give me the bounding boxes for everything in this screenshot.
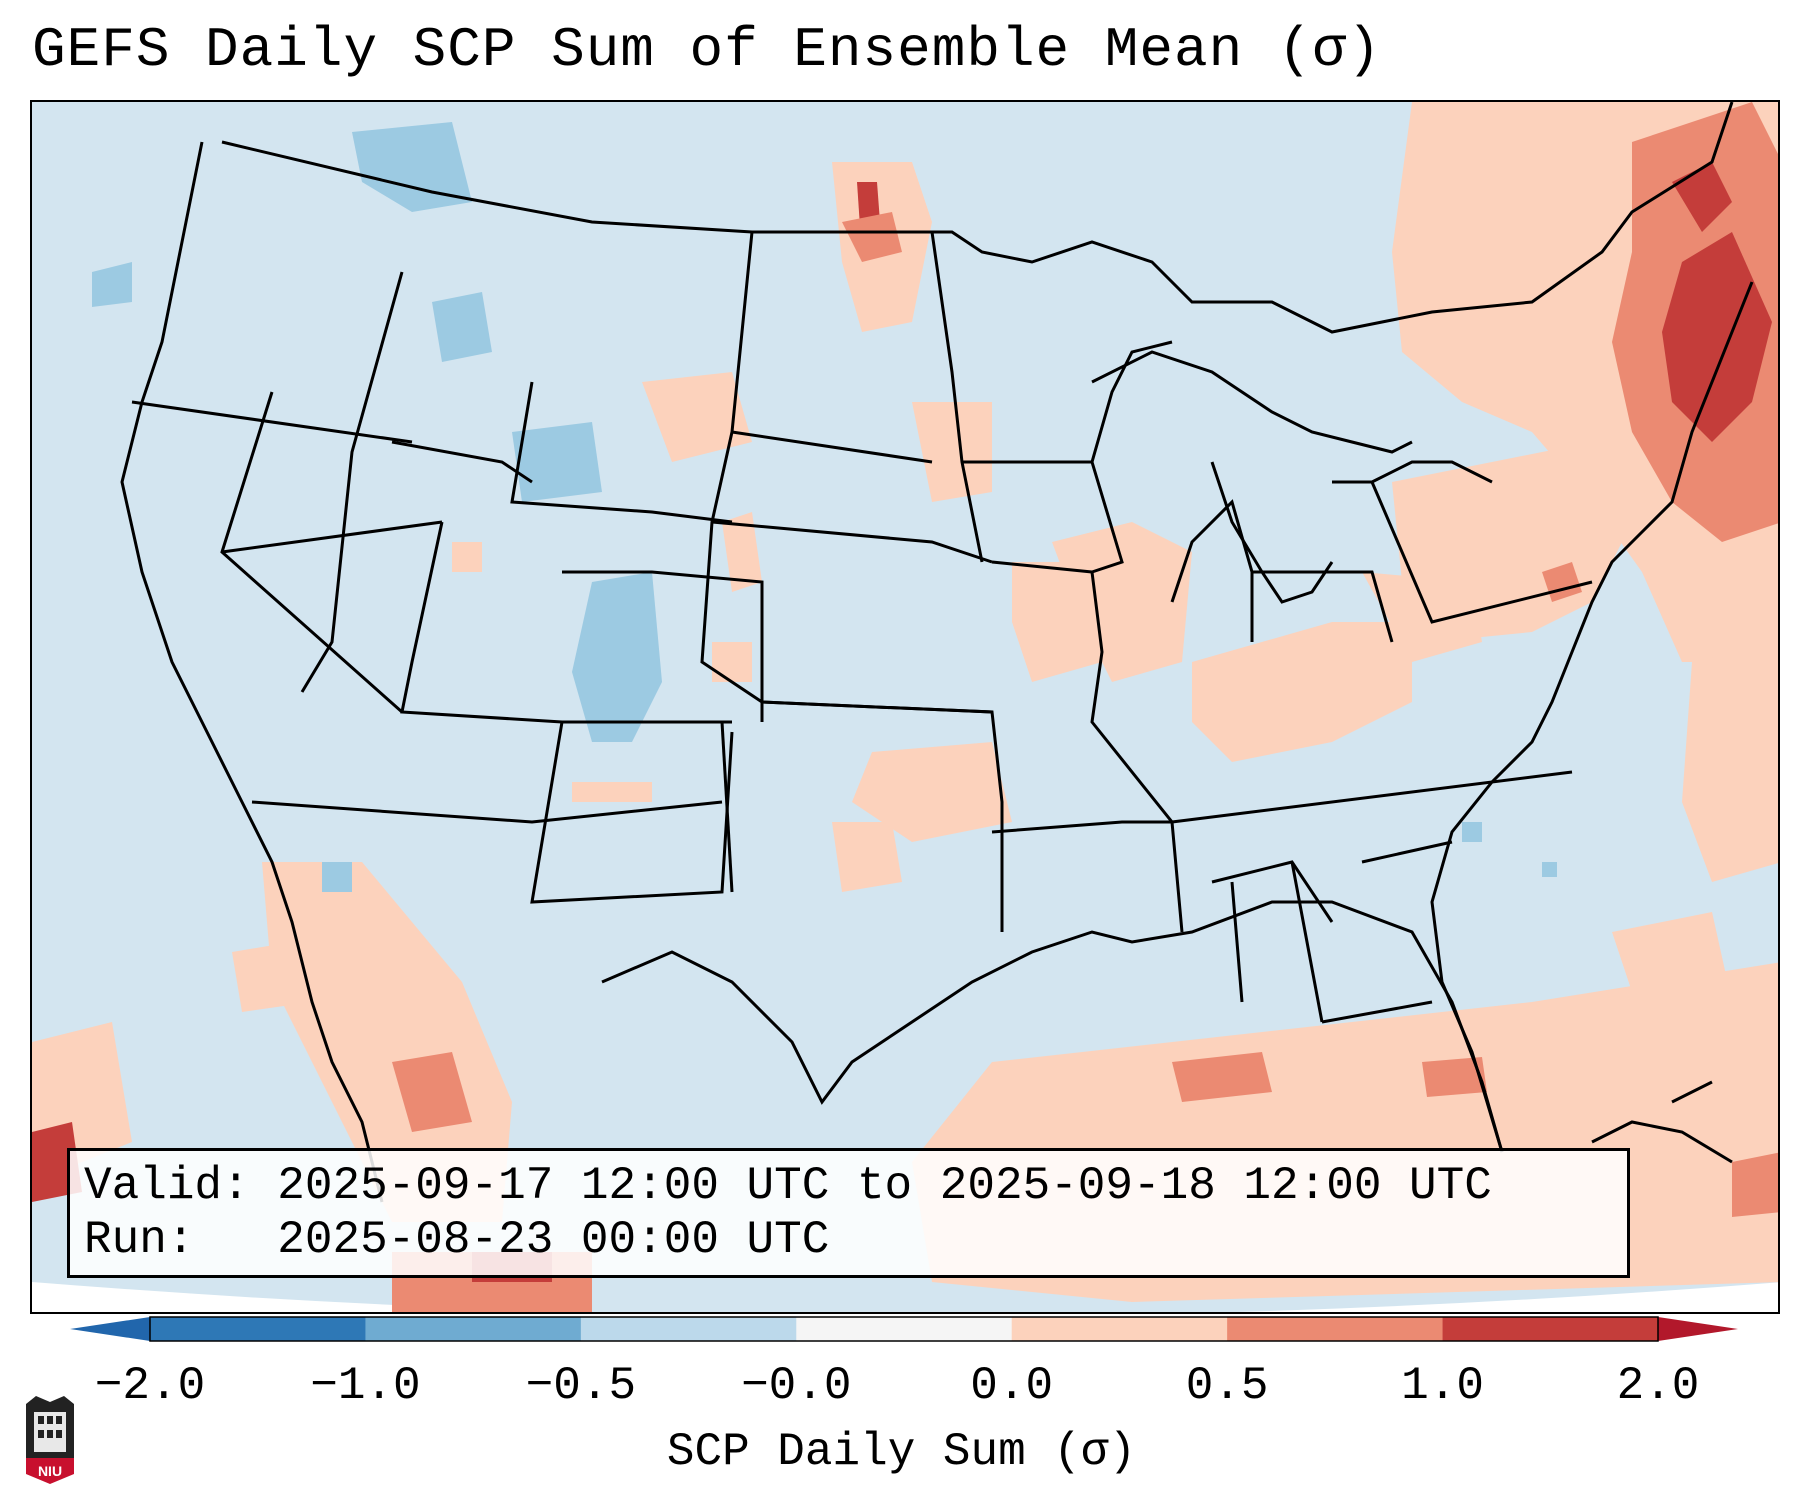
projection-edge <box>32 1282 1778 1312</box>
colorbar-segment <box>150 1317 366 1341</box>
colorbar-segment <box>1442 1317 1659 1341</box>
boundaries <box>120 102 1754 1203</box>
info-box: Valid: 2025-09-17 12:00 UTC to 2025-09-1… <box>67 1148 1630 1278</box>
colorbar-outline <box>149 1316 1659 1342</box>
colorbar-segment <box>1011 1317 1228 1341</box>
logo-shield <box>26 1458 74 1484</box>
map-canvas <box>32 102 1778 1312</box>
run-value: 2025-08-23 00:00 UTC <box>277 1214 830 1266</box>
colorbar-segments <box>150 1317 1659 1341</box>
colorbar-tick-label: −2.0 <box>94 1360 206 1412</box>
run-label: Run: <box>84 1214 195 1266</box>
colorbar-tick-label: −1.0 <box>310 1360 421 1412</box>
colorbar-label: SCP Daily Sum (σ) <box>666 1426 1137 1478</box>
colorbar-segment <box>1227 1317 1444 1341</box>
niu-logo: NIU <box>26 1396 74 1484</box>
logo-text: NIU <box>38 1463 62 1479</box>
colorbar-tick-label: 0.0 <box>970 1360 1054 1412</box>
colorbar-segment <box>580 1317 797 1341</box>
colorbar-segment <box>796 1317 1013 1341</box>
valid-value: 2025-09-17 12:00 UTC to 2025-09-18 12:00… <box>277 1160 1492 1212</box>
colorbar-extend-low <box>70 1317 150 1341</box>
map-panel <box>30 100 1780 1314</box>
colorbar-tick-label: 1.0 <box>1401 1360 1484 1412</box>
colorbar-tick-label: −0.5 <box>525 1360 637 1412</box>
colorbar-tick-label: 2.0 <box>1616 1360 1700 1412</box>
valid-label: Valid: <box>84 1160 250 1212</box>
chart-title: GEFS Daily SCP Sum of Ensemble Mean (σ) <box>32 18 1382 82</box>
colorbar-extend-high <box>1658 1317 1738 1341</box>
colorbar <box>70 1316 1738 1342</box>
colorbar-tick-label: 0.5 <box>1185 1360 1269 1412</box>
colorbar-segment <box>365 1317 582 1341</box>
colorbar-tick-label: −0.0 <box>741 1360 852 1412</box>
